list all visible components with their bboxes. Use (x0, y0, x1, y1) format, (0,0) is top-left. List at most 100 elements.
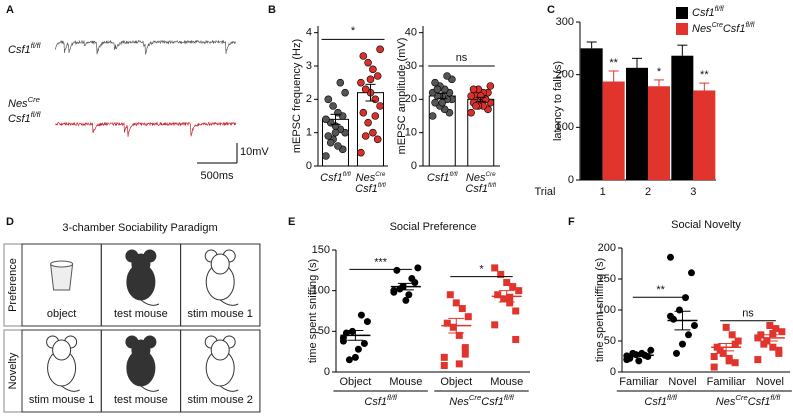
point (635, 357, 643, 365)
significance: * (351, 25, 356, 37)
point (331, 128, 340, 137)
mouse-head (210, 253, 230, 275)
y-tick-label: 300 (556, 16, 574, 28)
significance: ** (609, 57, 618, 69)
point (322, 152, 330, 160)
point (467, 92, 475, 100)
point (371, 95, 380, 104)
y-tick-label: 10 (405, 127, 417, 139)
significance: * (657, 66, 662, 78)
label-part: Csf1 (723, 23, 746, 35)
label-part: Csf1 (364, 396, 387, 408)
bar (580, 48, 603, 181)
group-label: NesCreCsf1fl/fl (716, 393, 781, 408)
group-label: Csf1fl/fl (364, 393, 397, 408)
point (357, 148, 365, 157)
label-part: Nes (692, 23, 712, 35)
point (324, 132, 333, 140)
point (731, 359, 739, 367)
point (376, 102, 384, 110)
chart-title: Social Novelty (671, 219, 741, 231)
label-part: Csf1 (692, 7, 715, 19)
label-part: Nes (466, 172, 486, 184)
point (760, 340, 768, 348)
point (731, 340, 739, 348)
x-tick-label: Csf1fl/fl (427, 171, 458, 184)
y-axis-label: mEPSC amplitude (mV) (396, 38, 408, 155)
legend-swatch (676, 7, 688, 19)
y-axis-label: time spent sniffing (s) (594, 258, 606, 362)
y-tick-label: 0 (610, 366, 616, 378)
chamber (180, 329, 261, 413)
point (722, 323, 730, 331)
point (728, 331, 736, 339)
point (512, 307, 520, 315)
point (725, 357, 733, 365)
significance: ** (656, 284, 665, 296)
point (452, 299, 460, 307)
mouse-tail (61, 385, 80, 392)
trace (54, 121, 237, 138)
x-tick-label: Mouse (389, 376, 422, 388)
y-tick-label: 200 (598, 242, 616, 254)
x-tick-label: Object (440, 376, 472, 388)
point (341, 88, 349, 97)
superscript: fl/fl (504, 393, 514, 402)
label-part: Nes (716, 396, 736, 408)
point (443, 319, 451, 327)
x-tick-label: Csf1fl/fl (355, 182, 386, 195)
point (431, 78, 439, 87)
point (369, 128, 377, 137)
point (354, 345, 362, 353)
chamber-label: test mouse (114, 308, 168, 320)
scale-label: 10mV (240, 146, 269, 158)
x-tick-label: Csf1fl/fl (465, 182, 496, 195)
point (326, 138, 335, 147)
superscript: Cre (469, 393, 481, 402)
y-tick-label: 200 (556, 69, 574, 81)
panel-letter: C (547, 4, 555, 16)
x-tick-label: 1 (600, 186, 606, 198)
y-tick-label: 100 (598, 304, 616, 316)
point (491, 321, 499, 329)
significance: ns (456, 52, 468, 64)
y-axis-label: time spent sniffing (s) (307, 259, 319, 363)
point (359, 108, 368, 117)
superscript: fl/fl (378, 182, 387, 189)
point (414, 264, 422, 272)
point (467, 108, 475, 117)
point (351, 353, 359, 361)
point (393, 266, 401, 274)
chamber-label: stim mouse 1 (187, 308, 252, 320)
superscript: fl/fl (31, 110, 41, 119)
y-tick-label: 100 (312, 285, 330, 297)
chart-title: Social Preference (390, 221, 477, 233)
point (772, 325, 780, 333)
x-tick-label: Mouse (490, 376, 523, 388)
point (515, 287, 523, 295)
x-tick-label: Novel (756, 376, 784, 388)
y-tick-label: 1 (306, 127, 312, 139)
point (408, 274, 416, 282)
point (769, 343, 777, 351)
point (775, 346, 783, 354)
point (373, 135, 382, 144)
y-tick-label: 0 (568, 174, 574, 186)
superscript: fl/fl (488, 182, 497, 189)
group-label: Csf1fl/fl (644, 393, 677, 408)
y-tick-label: 150 (312, 244, 330, 256)
point (428, 112, 437, 120)
point (440, 353, 448, 361)
point (675, 306, 683, 314)
chamber-label: stim mouse 2 (187, 394, 252, 406)
point (469, 85, 478, 94)
point (672, 349, 680, 357)
trace-label: Csf1fl/fl (8, 41, 41, 56)
y-tick-label: 150 (598, 273, 616, 285)
trace-label: NesCre (8, 95, 40, 110)
point (455, 331, 463, 339)
mouse-tail (219, 385, 239, 392)
bar (693, 90, 716, 180)
point (357, 311, 365, 319)
